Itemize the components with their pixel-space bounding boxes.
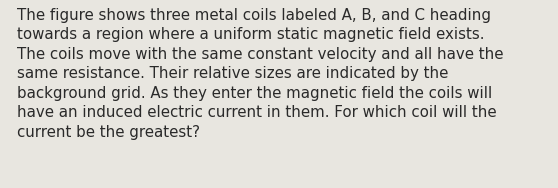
Text: The figure shows three metal coils labeled A, B, and C heading
towards a region : The figure shows three metal coils label… <box>17 8 503 140</box>
